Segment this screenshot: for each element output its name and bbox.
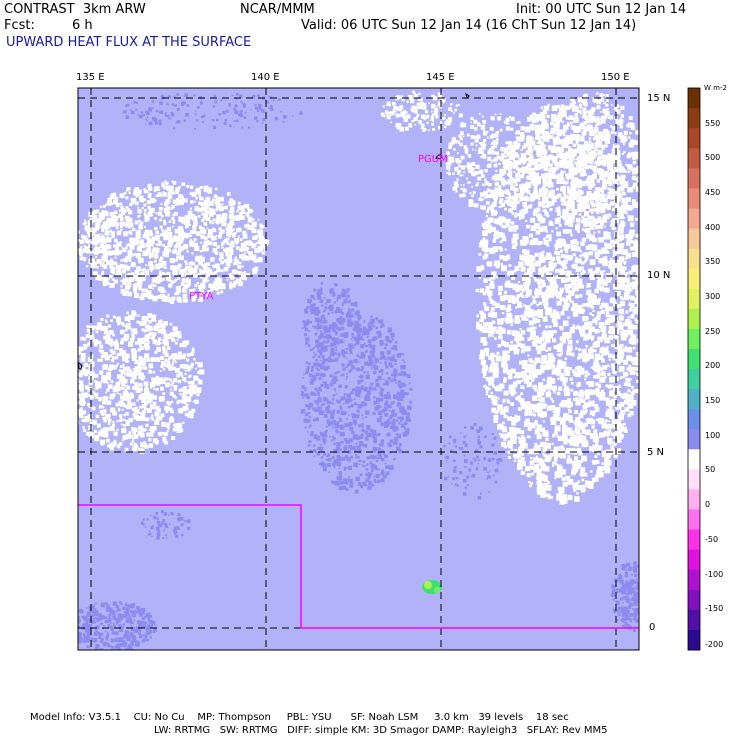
colorbar-band [688, 108, 700, 129]
colorbar-band [688, 308, 700, 330]
colorbar-tick-label: 50 [705, 465, 716, 474]
colorbar-unit: W m-2 [704, 84, 727, 92]
colorbar-band [688, 248, 700, 270]
lat-label: 10 N [647, 270, 671, 281]
footer-model-info: Model Info: V3.5.1 CU: No Cu MP: Thompso… [30, 712, 569, 723]
colorbar-band [688, 549, 700, 571]
station-ptya: PTYA [189, 291, 213, 302]
fcst-label: Fcst: [4, 18, 35, 33]
lat-label: 15 N [647, 93, 671, 104]
map-frame [77, 87, 640, 651]
colorbar-tick-label: 350 [705, 257, 721, 266]
colorbar-band [688, 208, 700, 229]
colorbar-tick-label: 300 [705, 292, 721, 301]
colorbar-band [688, 529, 700, 551]
model-title: CONTRAST 3km ARW [4, 2, 146, 17]
colorbar-band [688, 369, 700, 390]
colorbar-band [688, 409, 700, 430]
colorbar-band [688, 328, 700, 350]
lat-label: 0 [649, 622, 656, 633]
flux-field-speckles [78, 90, 639, 650]
colorbar-band [688, 509, 700, 531]
colorbar-band [688, 629, 700, 651]
colorbar-band [688, 429, 700, 450]
colorbar-band [688, 168, 700, 189]
valid-time: Valid: 06 UTC Sun 12 Jan 14 (16 ChT Sun … [301, 18, 637, 33]
colorbar-band [688, 288, 700, 310]
lon-label: 145 E [426, 72, 455, 83]
colorbar [688, 88, 700, 651]
colorbar-band [688, 609, 700, 631]
colorbar-frame [687, 87, 701, 651]
colorbar-tick-label: 500 [705, 153, 721, 162]
lon-label: 150 E [601, 72, 630, 83]
colorbar-tick-label: 450 [705, 188, 721, 197]
colorbar-tick-label: 250 [705, 327, 721, 336]
init-time: Init: 00 UTC Sun 12 Jan 14 [516, 2, 687, 17]
colorbar-band [688, 569, 700, 591]
colorbar-tick-label: 550 [705, 119, 721, 128]
fcst-value: 6 h [72, 18, 93, 33]
lon-label: 140 E [251, 72, 280, 83]
colorbar-tick-label: -150 [705, 604, 724, 613]
colorbar-band [688, 348, 700, 370]
colorbar-tick-label: 0 [705, 500, 711, 509]
colorbar-tick-label: 200 [705, 361, 721, 370]
colorbar-band [688, 88, 700, 109]
lon-label: 135 E [76, 72, 105, 83]
colorbar-tick-label: 100 [705, 431, 721, 440]
colorbar-band [688, 268, 700, 290]
lat-label: 5 N [647, 447, 665, 458]
island-outlines [78, 92, 470, 370]
colorbar-tick-label: 400 [705, 223, 721, 232]
colorbar-band [688, 389, 700, 410]
station-pgum: PGUM [418, 154, 448, 165]
field-title: UPWARD HEAT FLUX AT THE SURFACE [6, 35, 252, 50]
colorbar-band [688, 589, 700, 611]
colorbar-band [688, 188, 700, 209]
colorbar-band [688, 148, 700, 169]
colorbar-tick-label: -100 [705, 570, 724, 579]
colorbar-tick-label: -200 [705, 640, 724, 649]
positive-flux-spot [422, 580, 442, 594]
colorbar-band [688, 469, 700, 490]
colorbar-band [688, 228, 700, 250]
colorbar-band [688, 449, 700, 470]
center-label: NCAR/MMM [240, 2, 315, 17]
region-boundary [78, 504, 639, 629]
colorbar-band [688, 489, 700, 510]
colorbar-tick-label: 150 [705, 396, 721, 405]
footer-physics-info: LW: RRTMG SW: RRTMG DIFF: simple KM: 3D … [154, 725, 608, 736]
colorbar-band [688, 128, 700, 149]
colorbar-tick-label: -50 [705, 535, 719, 544]
